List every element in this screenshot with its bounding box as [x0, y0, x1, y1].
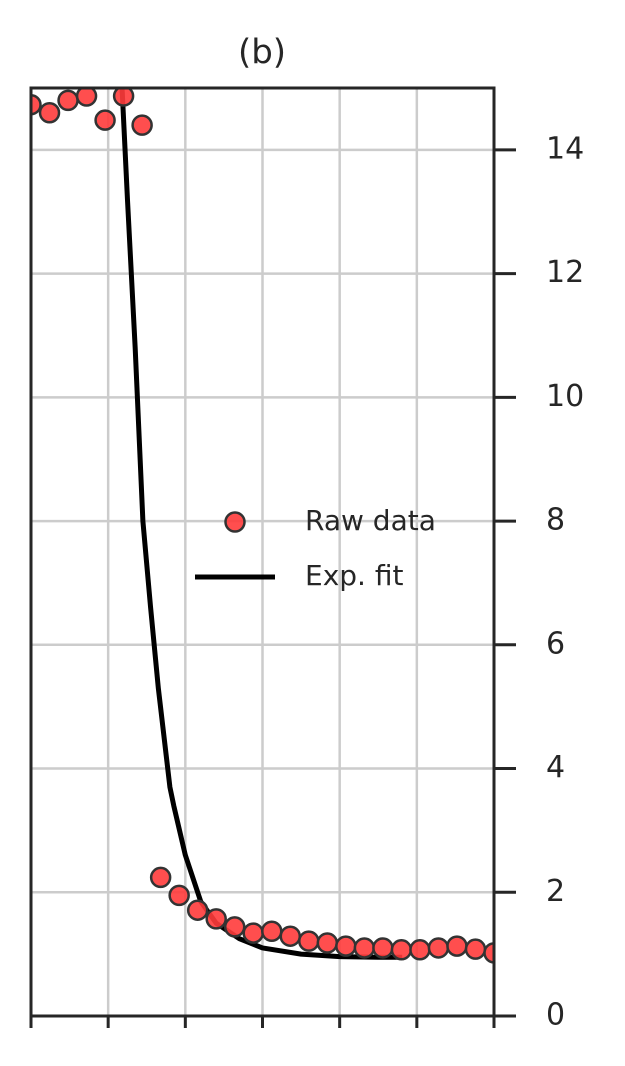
data-point — [205, 908, 227, 930]
grid — [29, 88, 496, 1018]
plot-area — [31, 88, 494, 964]
y-tick-label: 2 — [546, 874, 565, 909]
data-point — [186, 899, 209, 921]
data-point — [38, 101, 61, 124]
data-point — [483, 942, 494, 964]
data-point — [353, 937, 376, 959]
data-point — [390, 939, 413, 961]
data-point — [279, 925, 302, 947]
data-point — [316, 932, 339, 954]
data-point — [427, 937, 450, 959]
y-tick-label: 10 — [546, 379, 584, 414]
data-point — [31, 93, 42, 116]
y-tick-label: 8 — [546, 503, 565, 538]
data-point — [149, 866, 172, 889]
y-tick-label: 0 — [546, 998, 565, 1033]
legend-label: Raw data — [305, 504, 436, 537]
data-point — [464, 938, 487, 960]
chart-title: (b) — [238, 33, 286, 73]
legend-label: Exp. fit — [305, 559, 403, 592]
fit-line — [119, 88, 403, 960]
data-point — [298, 930, 320, 952]
y-tick-label: 14 — [546, 131, 584, 166]
data-point — [261, 920, 283, 942]
data-point — [242, 922, 264, 944]
data-point — [223, 916, 246, 938]
data-point — [94, 109, 116, 131]
data-point — [372, 937, 394, 959]
legend: Raw data Exp. fit — [195, 504, 436, 592]
legend-marker — [224, 511, 246, 533]
y-tick-label: 4 — [546, 750, 565, 785]
data-point — [57, 89, 79, 112]
data-point — [168, 884, 190, 907]
data-point — [131, 114, 153, 136]
y-tick-label: 6 — [546, 626, 565, 661]
axes: 0 2 4 6 8 10 12 14 — [29, 131, 584, 1033]
data-point — [335, 935, 357, 957]
data-point — [75, 88, 98, 107]
data-point — [446, 935, 468, 957]
data-point — [409, 939, 431, 961]
y-tick-label: 12 — [546, 255, 584, 290]
data-point — [112, 88, 135, 107]
